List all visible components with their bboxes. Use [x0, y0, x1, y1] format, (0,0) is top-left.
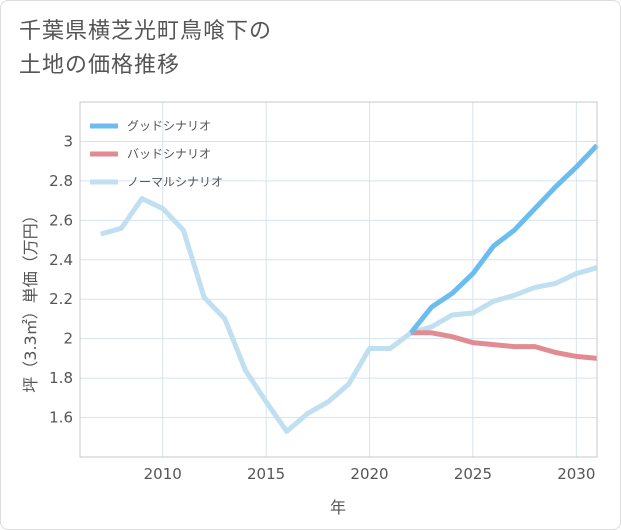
chart-title: 千葉県横芝光町鳥喰下の 土地の価格推移	[19, 15, 272, 83]
series-line-normal	[100, 196, 598, 434]
y-tick-2.6: 2.6	[49, 211, 73, 229]
x-tick-2030: 2030	[557, 465, 595, 483]
y-tick-3: 3	[63, 132, 73, 150]
y-tick-2.8: 2.8	[49, 172, 73, 190]
x-axis-label: 年	[330, 498, 346, 517]
series-line-good	[408, 143, 599, 335]
y-tick-2.2: 2.2	[49, 290, 73, 308]
series-line-bad	[410, 330, 598, 361]
legend-label-normal: ノーマルシナリオ	[127, 175, 223, 189]
x-tick-2010: 2010	[144, 465, 182, 483]
x-tick-labels: 2010 2015 2020 2025 2030	[144, 465, 596, 483]
plot-area-background	[80, 102, 597, 457]
grid-lines	[80, 102, 597, 457]
y-tick-2: 2	[63, 330, 73, 348]
series-lines	[100, 143, 599, 434]
x-tick-2015: 2015	[247, 465, 285, 483]
x-tick-2025: 2025	[454, 465, 492, 483]
y-axis-label: 坪（3.3㎡）単価（万円）	[21, 207, 40, 392]
y-tick-1.6: 1.6	[49, 409, 73, 427]
chart-title-line-2: 土地の価格推移	[19, 53, 181, 78]
plot-area-border	[79, 101, 598, 458]
legend-label-bad: バッドシナリオ	[127, 147, 211, 161]
legend-label-good: グッドシナリオ	[127, 119, 211, 133]
y-tick-labels: 1.6 1.8 2 2.2 2.4 2.6 2.8 3	[49, 132, 73, 426]
x-tick-2020: 2020	[350, 465, 388, 483]
y-tick-1.8: 1.8	[49, 369, 73, 387]
chart-title-line-1: 千葉県横芝光町鳥喰下の	[19, 19, 273, 44]
y-tick-2.4: 2.4	[49, 251, 73, 269]
